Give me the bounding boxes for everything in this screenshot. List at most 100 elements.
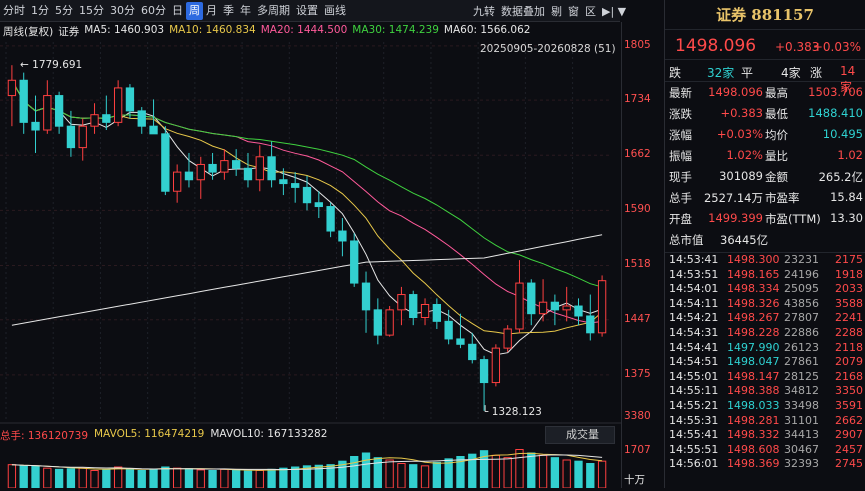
indicator-select[interactable]: 成交量 (545, 426, 615, 444)
quote-rows: 最新 1498.096 最高 1503.706 涨跌 +0.383 最低 1488.410 涨幅… (665, 82, 865, 250)
tick-cell: 14:55:51 (669, 442, 719, 456)
period-7[interactable]: 周 (186, 1, 203, 20)
volume-bar (279, 467, 288, 489)
volume-bar (43, 467, 52, 489)
tick-cell: 14:54:51 (669, 355, 719, 369)
quote-cell: 最低 (765, 107, 788, 121)
volume-bar (19, 465, 28, 489)
candle-body (78, 125, 87, 149)
mavol-line (11, 454, 603, 471)
tool-2[interactable]: 剔 (551, 5, 562, 18)
ma10-value: MA10: 1460.834 (169, 24, 256, 36)
y-axis-tick: 1805 (624, 38, 651, 51)
period-1[interactable]: 1分 (31, 3, 49, 17)
quote-cell: 振幅 (669, 149, 692, 163)
candle-body (149, 125, 158, 135)
tool-0[interactable]: 九转 (473, 5, 495, 18)
price-change: +0.383 (775, 40, 820, 54)
tick-cell: 27807 (784, 311, 819, 325)
mavol10-value: MAVOL10: 167133282 (210, 428, 328, 440)
period-3[interactable]: 15分 (79, 3, 104, 17)
volume-bar (196, 469, 205, 489)
volume-bar (361, 452, 371, 489)
volume-bar (527, 452, 536, 489)
y-axis-tick: 1662 (624, 148, 651, 161)
tick-row: 14:55:21 1498.033 33498 3591 (665, 399, 865, 414)
tool-4[interactable]: 区 (585, 5, 596, 18)
candle-body (515, 282, 524, 330)
volume-bar (90, 470, 99, 489)
tick-list[interactable]: 14:53:41 1498.300 23231 2175 14:53:51 1498.16… (665, 253, 865, 472)
candle-body (338, 230, 347, 242)
tick-cell: 3588 (835, 296, 863, 310)
volume-bar (586, 463, 595, 489)
fall-count: 32家 (707, 66, 735, 80)
volume-bar (220, 468, 229, 489)
volume-bar (172, 467, 182, 489)
tick-cell: 2745 (835, 457, 863, 471)
candle-body (527, 282, 536, 315)
y-axis: 1805 1734 1662 1590 1518 1447 1375 3380 1707 十万 (624, 22, 664, 488)
quote-cell: 2527.14万 (703, 191, 763, 205)
tick-cell: 25095 (784, 282, 819, 296)
volume-bar (255, 470, 264, 489)
period-9[interactable]: 季 (223, 3, 234, 17)
tick-cell: 14:54:41 (669, 340, 719, 354)
y-axis-tick: 1447 (624, 312, 651, 325)
period-12[interactable]: 设置 (296, 3, 318, 17)
candle-body (54, 95, 64, 127)
kline-svg: 1805 1734 1662 1590 1518 1447 1375 ← 1779.691 └ … (0, 41, 653, 489)
period-8[interactable]: 月 (206, 3, 217, 17)
volume-bar (397, 463, 406, 489)
quote-row: 振幅 1.02% 量比 1.02 (665, 145, 865, 166)
y-axis-tick: 1734 (624, 93, 651, 106)
y-axis-tick: 1518 (624, 258, 651, 271)
fall-label: 跌 (669, 66, 682, 80)
period-0[interactable]: 分时 (3, 3, 25, 17)
volume-axis-tick: 1707 (624, 444, 651, 456)
ma5-value: MA5: 1460.903 (84, 24, 165, 36)
tick-cell: 2662 (835, 413, 863, 427)
tick-cell: 14:53:41 (669, 253, 719, 266)
tool-1[interactable]: 数据叠加 (501, 5, 545, 18)
period-4[interactable]: 30分 (110, 3, 135, 17)
tick-cell: 14:54:11 (669, 296, 719, 310)
tick-cell: 3591 (835, 398, 863, 412)
expand-icon[interactable]: ▶| ▼ (602, 4, 627, 18)
candle-body (184, 171, 194, 181)
tick-cell: 1498.281 (727, 413, 780, 427)
period-5[interactable]: 60分 (141, 3, 166, 17)
period-2[interactable]: 5分 (55, 3, 73, 17)
quote-cell: 15.84 (830, 190, 863, 204)
quote-cell: 1.02% (726, 148, 763, 162)
sector-title: 证券 881157 (665, 0, 865, 30)
tick-cell: 24196 (784, 267, 819, 281)
tool-3[interactable]: 窗 (568, 5, 579, 18)
period-6[interactable]: 日 (172, 3, 183, 17)
volume-bar (409, 464, 418, 489)
volume-bar (232, 469, 241, 489)
quote-row: 总手 2527.14万 市盈率 15.84 (665, 187, 865, 208)
quote-cell: +0.03% (716, 127, 763, 141)
tick-cell: 2175 (835, 253, 863, 266)
volume-bar (267, 468, 276, 489)
quote-cell: 涨幅 (669, 128, 692, 142)
period-toolbar: 分时 1分 5分 15分 30分 60分日周月季年多周期 设置 画线 (0, 0, 620, 22)
candle-body (444, 320, 453, 340)
period-13[interactable]: 画线 (324, 3, 346, 17)
ma20-value: MA20: 1444.500 (260, 24, 348, 36)
tick-cell: 1498.147 (727, 369, 780, 383)
kline-chart[interactable]: 1805 1734 1662 1590 1518 1447 1375 ← 1779.691 └ … (0, 22, 653, 489)
quote-cell: 最高 (765, 86, 788, 100)
candle-body (243, 167, 253, 181)
tick-row: 14:56:01 1498.369 32393 2745 (665, 457, 865, 472)
period-10[interactable]: 年 (240, 3, 251, 17)
volume-bar (137, 470, 146, 489)
tick-cell: 22886 (784, 325, 819, 339)
quote-row: 涨跌 +0.383 最低 1488.410 (665, 103, 865, 124)
tick-cell: 27861 (784, 355, 819, 369)
candle-body (90, 114, 99, 127)
high-label: ← 1779.691 (20, 59, 82, 71)
period-11[interactable]: 多周期 (257, 3, 290, 17)
tick-cell: 31101 (784, 413, 819, 427)
